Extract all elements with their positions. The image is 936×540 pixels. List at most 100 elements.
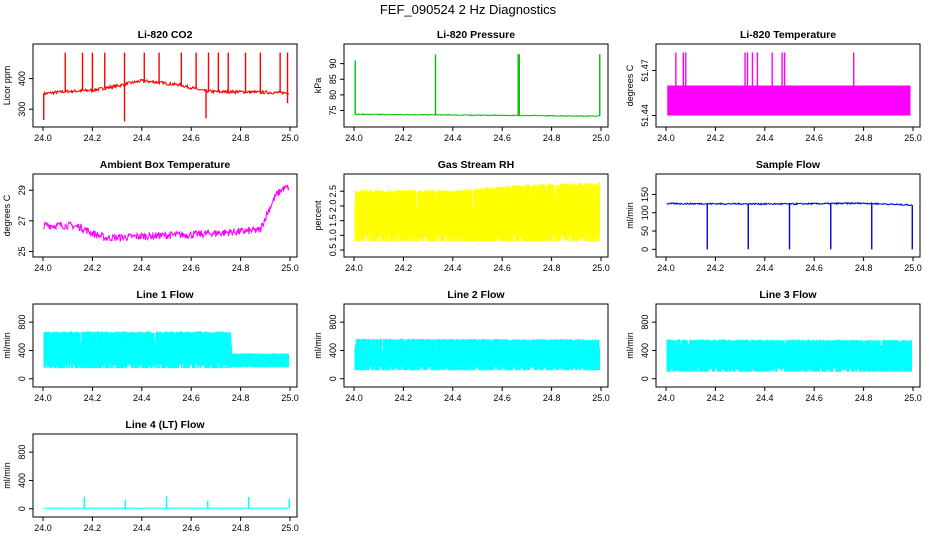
x-tick-label: 24.2 [84, 523, 102, 533]
panel-title: Line 4 (LT) Flow [125, 419, 205, 431]
x-tick-label: 24.4 [133, 523, 151, 533]
y-tick-label: 400 [17, 71, 27, 86]
x-tick-label: 24.0 [34, 523, 52, 533]
y-tick-label: 100 [640, 205, 650, 220]
y-tick-label: 50 [640, 226, 650, 236]
x-tick-label: 25.0 [281, 523, 299, 533]
figure-title: FEF_090524 2 Hz Diagnostics [379, 2, 557, 17]
y-tick-label: 80 [328, 90, 338, 100]
panel-title: Li-820 Pressure [437, 29, 515, 41]
x-tick-label: 24.6 [493, 263, 511, 273]
panel-title: Line 3 Flow [759, 289, 817, 301]
y-tick-label: 0 [17, 506, 27, 511]
series-line [354, 182, 601, 242]
y-tick-label: 800 [17, 445, 27, 460]
x-tick-label: 24.6 [805, 263, 823, 273]
y-tick-label: 0.5 [328, 244, 338, 257]
x-tick-label: 24.4 [756, 133, 774, 143]
panel-title: Line 1 Flow [136, 289, 194, 301]
x-tick-label: 24.8 [855, 263, 873, 273]
panel-title: Sample Flow [756, 159, 821, 171]
y-axis-label: kPa [313, 78, 323, 94]
x-tick-label: 24.8 [855, 133, 873, 143]
x-tick-label: 24.8 [232, 263, 250, 273]
y-axis-label: ml/min [625, 332, 635, 359]
x-tick-label: 24.6 [493, 133, 511, 143]
series-line [666, 339, 913, 372]
x-tick-label: 24.2 [707, 263, 725, 273]
y-tick-label: 400 [640, 343, 650, 358]
panel-8: Line 2 Flow ml/min 24.0 24.2 24.4 24.6 24.8 25.… [313, 289, 610, 403]
x-tick-label: 24.6 [182, 523, 200, 533]
y-tick-label: 25 [17, 246, 27, 256]
y-tick-label: 1.5 [328, 214, 338, 227]
panel-title: Li-820 Temperature [740, 29, 836, 41]
x-tick-label: 24.0 [34, 263, 52, 273]
panel-3: Li-820 Temperature degrees C 24.0 24.2 24.4 2… [625, 29, 922, 143]
x-tick-label: 25.0 [592, 133, 610, 143]
y-tick-label: 0 [328, 376, 338, 381]
x-tick-label: 24.0 [345, 263, 363, 273]
x-tick-label: 25.0 [904, 263, 922, 273]
x-tick-label: 24.6 [493, 393, 511, 403]
x-tick-label: 24.8 [855, 393, 873, 403]
plot-frame [32, 433, 298, 518]
y-tick-label: 2.0 [328, 200, 338, 213]
series-line [43, 78, 290, 96]
x-tick-label: 24.6 [182, 393, 200, 403]
series-line [354, 113, 601, 117]
x-tick-label: 24.4 [444, 133, 462, 143]
y-axis-label: Licor ppm [2, 66, 12, 106]
x-tick-label: 24.6 [182, 263, 200, 273]
x-tick-label: 25.0 [904, 133, 922, 143]
plot-frame [343, 173, 609, 258]
panel-2: Li-820 Pressure kPa 24.0 24.2 24.4 24.6 24.8 25… [313, 29, 610, 143]
y-tick-label: 29 [17, 185, 27, 195]
x-tick-label: 24.0 [657, 133, 675, 143]
y-tick-label: 1.0 [328, 229, 338, 242]
x-tick-label: 24.8 [232, 523, 250, 533]
y-axis-label: ml/min [625, 202, 635, 229]
x-tick-label: 25.0 [592, 263, 610, 273]
x-tick-label: 24.0 [657, 393, 675, 403]
series-band [667, 85, 911, 116]
x-tick-label: 24.2 [84, 133, 102, 143]
x-tick-label: 24.2 [84, 263, 102, 273]
plot-frame [655, 303, 921, 388]
plot-frame [32, 173, 298, 258]
panel-10: Line 4 (LT) Flow ml/min 24.0 24.2 24.4 24.6 24… [2, 419, 299, 533]
y-tick-label: 51.44 [640, 104, 650, 127]
x-tick-label: 24.8 [232, 133, 250, 143]
x-tick-label: 24.4 [756, 263, 774, 273]
x-tick-label: 24.0 [345, 133, 363, 143]
series-line [354, 338, 601, 371]
x-tick-label: 24.6 [805, 133, 823, 143]
plot-frame [343, 43, 609, 128]
x-tick-label: 25.0 [281, 393, 299, 403]
plot-frame [655, 43, 921, 128]
y-tick-label: 0 [17, 376, 27, 381]
plot-frame [655, 173, 921, 258]
x-tick-label: 24.0 [34, 133, 52, 143]
plot-frame [32, 43, 298, 128]
x-tick-label: 24.2 [707, 393, 725, 403]
panel-7: Line 1 Flow ml/min 24.0 24.2 24.4 24.6 24.8 25.… [2, 289, 299, 403]
x-tick-label: 24.4 [133, 133, 151, 143]
series-line [666, 201, 913, 207]
y-axis-label: ml/min [313, 332, 323, 359]
x-tick-label: 24.8 [232, 393, 250, 403]
y-axis-label: degrees C [625, 64, 635, 106]
x-tick-label: 24.0 [34, 393, 52, 403]
x-tick-label: 24.8 [543, 133, 561, 143]
y-tick-label: 800 [640, 315, 650, 330]
x-tick-label: 24.0 [657, 263, 675, 273]
x-tick-label: 24.4 [133, 393, 151, 403]
x-tick-label: 24.2 [395, 133, 413, 143]
x-tick-label: 24.6 [805, 393, 823, 403]
x-tick-label: 24.2 [707, 133, 725, 143]
x-tick-label: 24.8 [543, 263, 561, 273]
x-tick-label: 24.4 [756, 393, 774, 403]
x-tick-label: 24.4 [133, 263, 151, 273]
x-tick-label: 25.0 [904, 393, 922, 403]
